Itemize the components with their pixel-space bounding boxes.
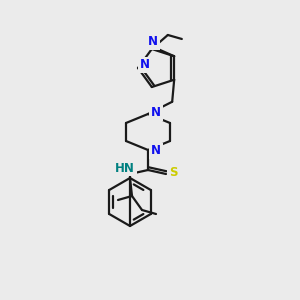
Text: N: N [140, 58, 150, 71]
Text: S: S [169, 166, 177, 178]
Text: HN: HN [115, 161, 135, 175]
Text: N: N [148, 35, 158, 49]
Text: N: N [151, 145, 161, 158]
Text: N: N [151, 106, 161, 119]
